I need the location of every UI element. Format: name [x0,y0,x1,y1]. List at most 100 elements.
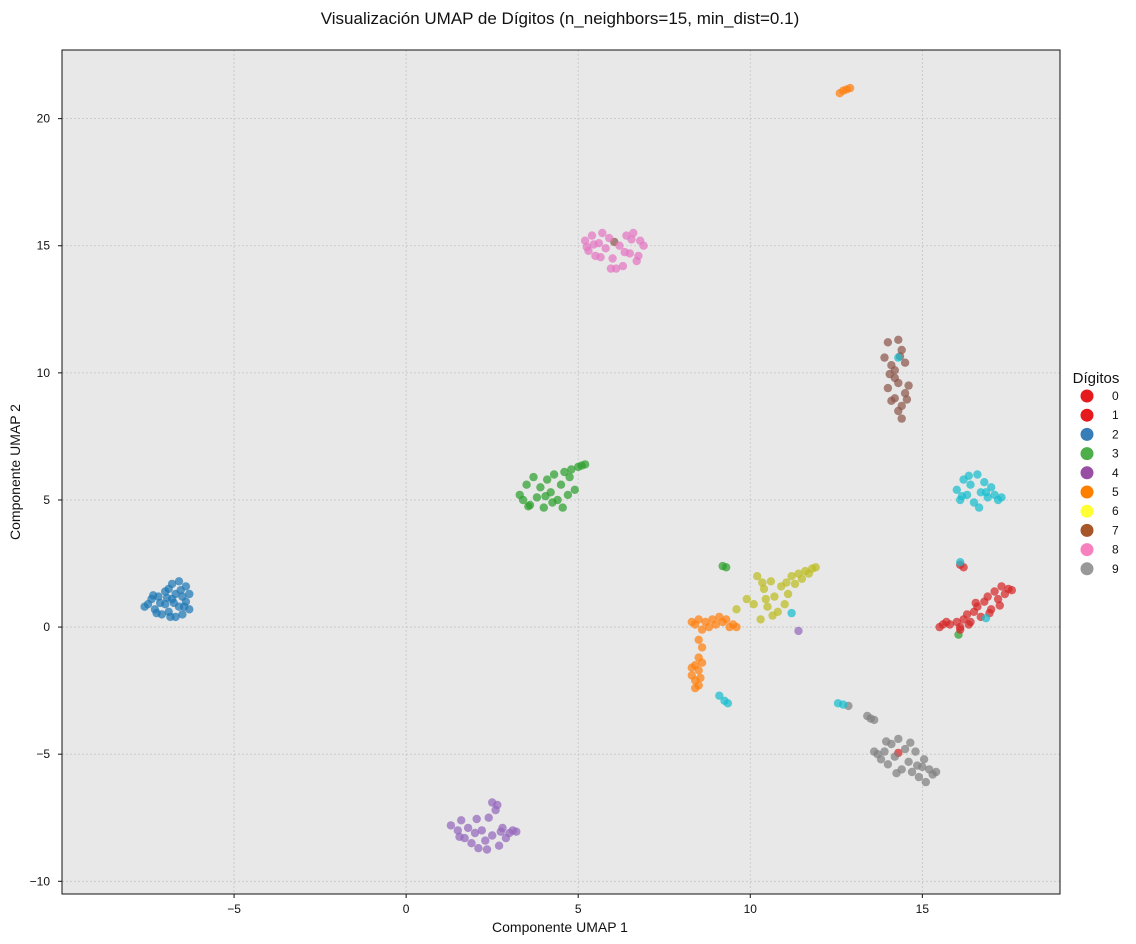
data-point-green [522,480,531,489]
data-point-blue [162,593,172,602]
y-tick-label: 20 [37,112,51,126]
data-point-gray [906,738,915,747]
data-point-red [993,594,1003,604]
data-point-orange [697,625,707,634]
data-point-orange [691,683,700,693]
data-point-gray [921,777,930,787]
data-point-olive [811,563,820,572]
data-point-red [995,601,1004,610]
data-point-purple [463,823,473,833]
data-point-purple [474,844,483,853]
legend-marker-1 [1080,408,1094,422]
data-point-blue [167,579,177,589]
data-point-green [722,563,731,572]
data-point-gray [876,755,886,764]
data-point-purple [472,814,481,824]
legend-label-5: 5 [1112,485,1119,499]
legend-marker-3 [1080,447,1094,461]
data-point-cyan [952,485,961,494]
data-point-green [560,467,569,477]
plot-frame [61,49,1061,895]
data-point-purple [794,626,803,636]
data-point-brown [902,395,912,404]
data-point-blue [176,586,185,595]
data-point-olive [780,600,789,609]
y-axis-label: Componente UMAP 2 [7,404,23,540]
data-point-pink [589,240,598,249]
x-tick-label: 0 [403,902,410,916]
data-point-cyan [973,470,982,479]
data-point-brown [904,381,913,390]
y-tick-label: 10 [37,366,51,380]
data-point-olive [783,589,793,599]
data-point-gray [890,752,899,761]
data-point-olive [753,572,762,581]
data-point-pink [618,261,628,271]
data-point-brown [894,335,903,344]
data-point-olive [797,574,807,583]
data-point-olive [732,605,741,614]
data-point-gray [914,772,924,782]
data-point-cyan [957,492,967,501]
data-point-green [539,503,548,512]
y-tick-label: 0 [43,620,50,634]
data-point-orange [696,673,705,683]
data-point-pink [598,228,607,238]
data-point-olive [787,572,796,581]
data-point-green [556,480,566,489]
data-point-olive [758,578,767,587]
data-point-brown [900,358,910,367]
data-point-pink [634,251,643,261]
data-point-blue [185,589,194,599]
data-point-brown [880,353,889,362]
data-point-brown [894,378,903,388]
data-point-olive [749,600,758,609]
data-point-blue [152,608,161,618]
data-point-green [563,490,573,500]
data-point-orange [711,620,721,629]
legend: Dígitos 0 1 2 3 4 5 6 7 8 9 [1073,370,1120,576]
grid-lines [62,50,1060,894]
data-point-gray [894,734,903,744]
data-point-green [548,498,557,507]
x-tick-label: 5 [575,902,582,916]
data-point-cyan [981,614,991,623]
data-point-orange [694,635,703,644]
data-point-purple [512,827,521,836]
data-point-cyan [987,483,996,492]
data-point-pink [620,247,629,257]
data-point-brown [883,338,893,347]
data-point-gray [907,767,917,777]
data-point-pink [580,236,590,245]
data-point-gray [931,767,941,777]
data-point-gray [911,747,920,756]
data-point-red [983,592,992,601]
data-point-red [962,610,972,619]
y-tick-label: 5 [43,493,50,507]
legend-marker-2 [1080,427,1094,441]
data-point-red [956,625,965,634]
data-point-blue [155,598,165,608]
data-point-gray [919,755,929,764]
legend-label-9: 9 [1112,562,1119,576]
data-point-gray [892,769,901,778]
data-point-blue [174,577,184,586]
data-point-gray [870,715,879,725]
data-point-purple [494,841,504,850]
data-point-brown [900,389,910,398]
data-point-cyan [839,700,848,709]
data-point-cyan [969,498,979,507]
legend-label-8: 8 [1112,543,1119,557]
data-point-blue [166,612,175,622]
legend-entries: 0 1 2 3 4 5 6 7 8 9 [1080,389,1119,576]
data-point-brown [883,383,893,393]
data-point-green [558,503,567,512]
data-point-green [541,492,550,501]
legend-label-1: 1 [1112,408,1119,422]
x-tick-label: −5 [227,902,241,916]
data-point-pink [615,241,624,250]
data-point-purple [453,826,462,835]
data-point-orange [697,643,707,652]
legend-title: Dígitos [1073,370,1120,387]
x-tick-label: 10 [744,902,758,916]
